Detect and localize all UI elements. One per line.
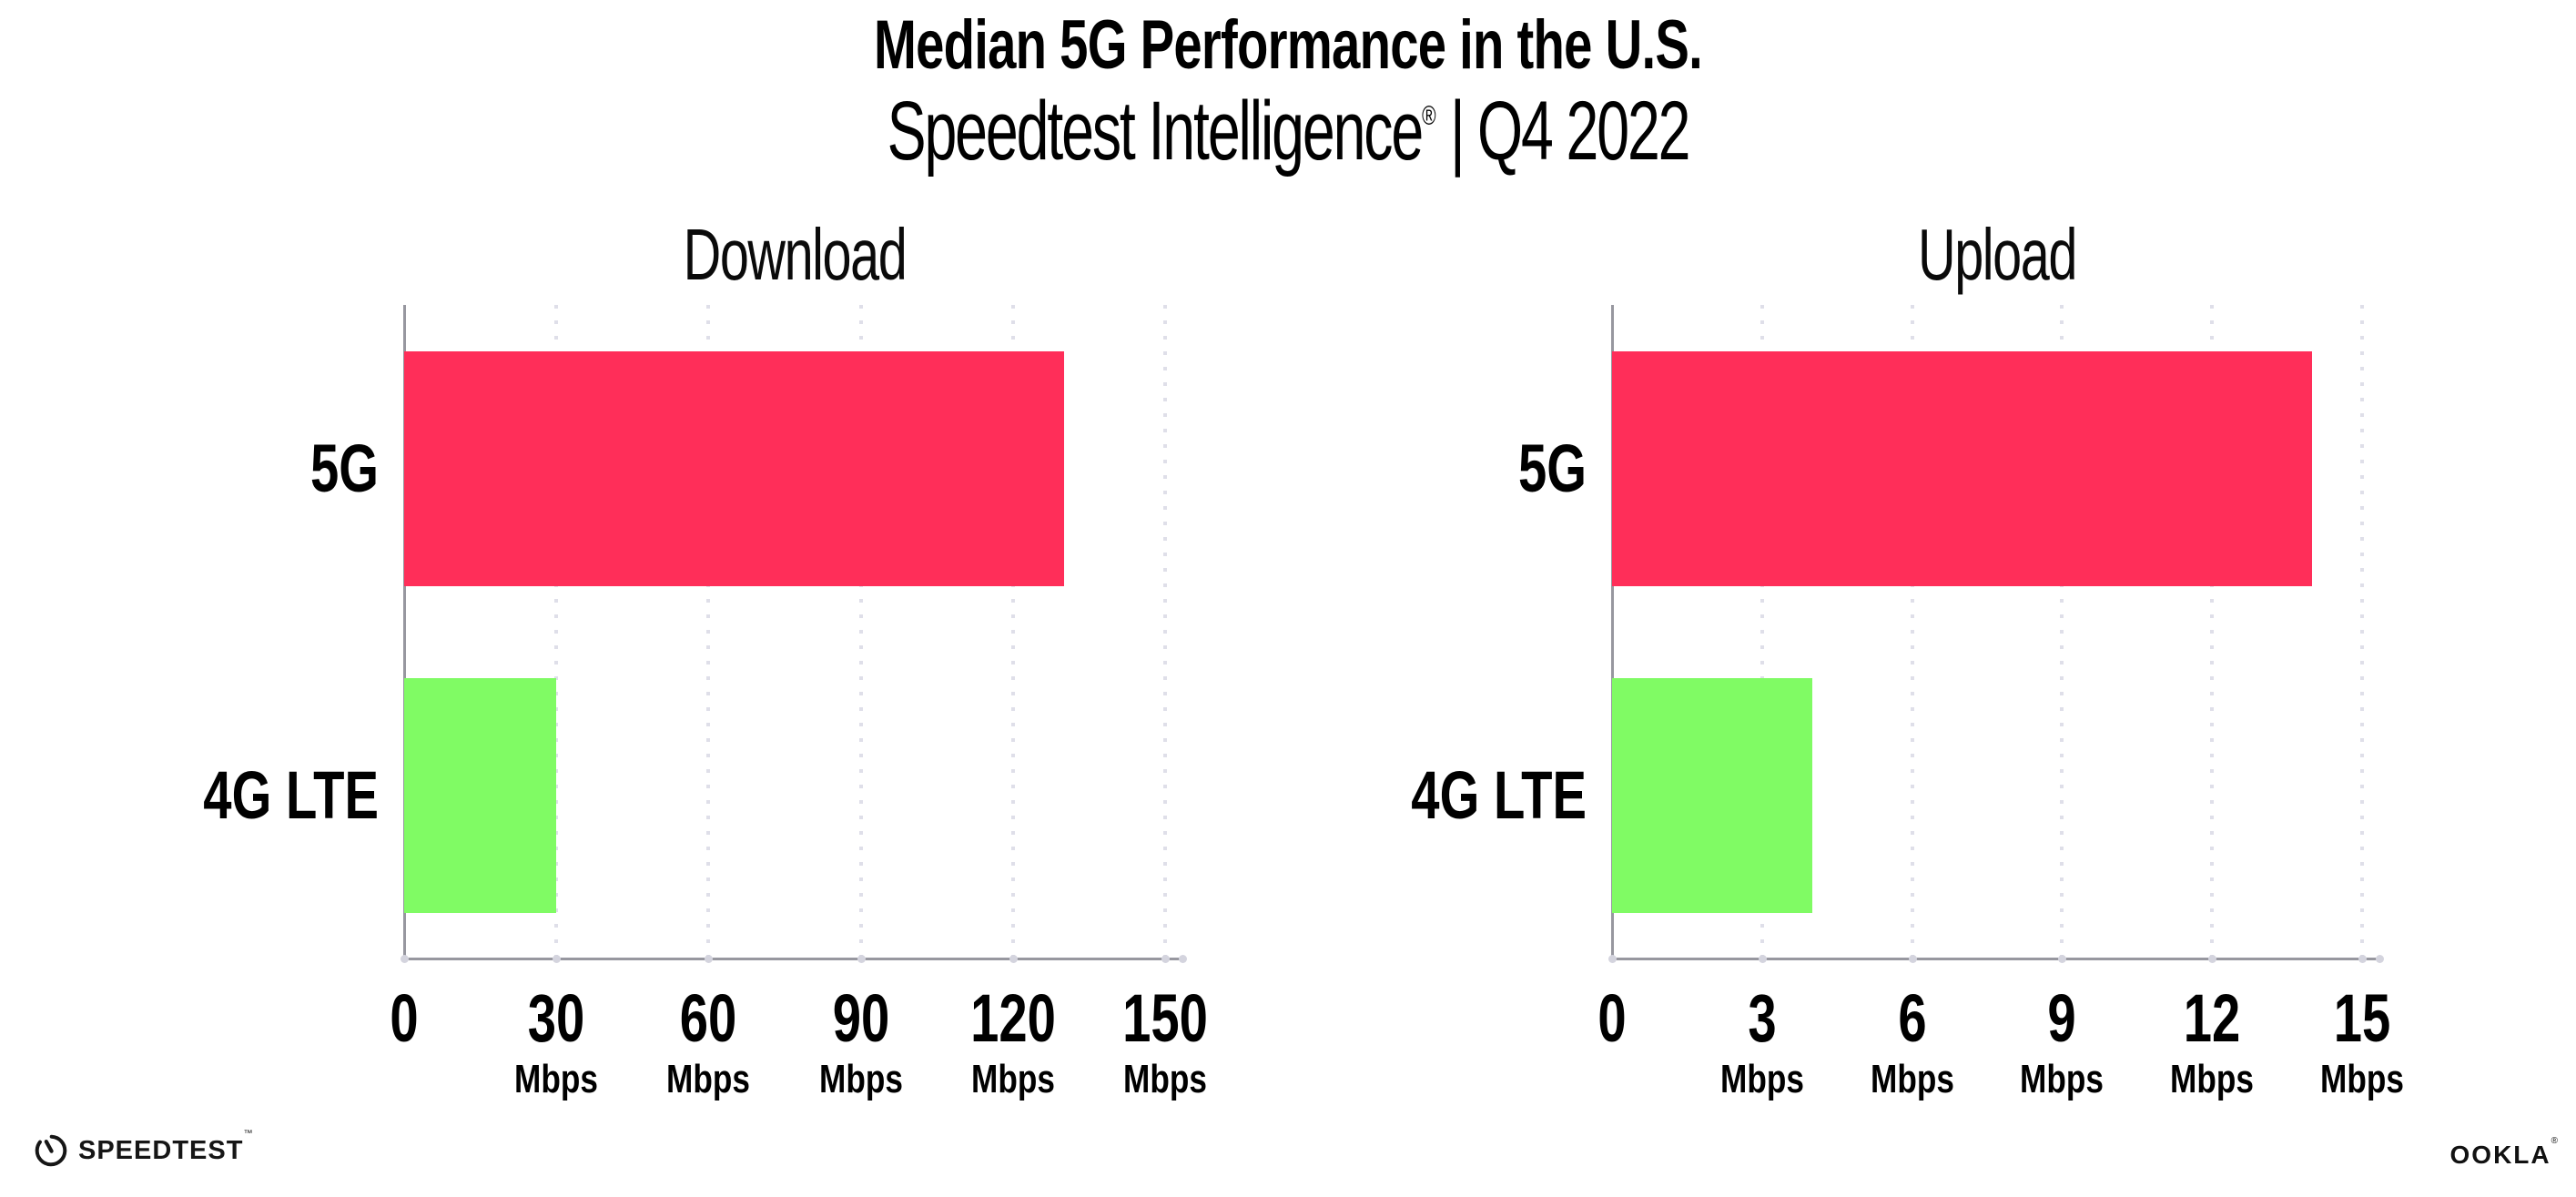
- axis-tick-dot: [1009, 955, 1018, 963]
- x-tick-unit-label: Mbps: [2170, 1057, 2255, 1101]
- x-tick-label-3: 3: [1748, 980, 1777, 1056]
- x-tick-label-9: 9: [2047, 980, 2077, 1056]
- x-tick-unit-label: Mbps: [818, 1057, 903, 1101]
- bar-4g-lte: [404, 678, 557, 913]
- category-label-4g-lte: 4G LTE: [203, 757, 379, 833]
- subtitle-period: Q4 2022: [1477, 85, 1690, 178]
- axis-tick-dot: [553, 955, 562, 963]
- gridline-60-mbps: [706, 305, 711, 959]
- ookla-logo: OOKLA®: [2330, 1137, 2558, 1169]
- x-tick-label-0: 0: [1597, 980, 1627, 1056]
- x-tick-unit-label: Mbps: [666, 1057, 751, 1101]
- axis-tick-dot: [2058, 955, 2067, 963]
- gridline-150-mbps: [1163, 305, 1167, 959]
- speedtest-wordmark: SPEEDTEST: [78, 1135, 244, 1165]
- chart-title: Upload: [1918, 214, 2077, 295]
- category-label-5g: 5G: [309, 431, 379, 506]
- axis-tick-dot: [401, 955, 409, 963]
- x-tick-label-15: 15: [2333, 980, 2391, 1056]
- axis-tick-dot: [1161, 955, 1170, 963]
- category-label-4g-lte: 4G LTE: [1411, 757, 1587, 833]
- gridline-90-mbps: [858, 305, 863, 959]
- axis-tick-dot: [857, 955, 866, 963]
- x-tick-label-0: 0: [390, 980, 419, 1056]
- axis-tick-dot: [2358, 955, 2367, 963]
- subtitle-separator: |: [1449, 85, 1465, 178]
- y-axis-line: [403, 305, 406, 959]
- x-tick-unit-label: Mbps: [1719, 1057, 1804, 1101]
- x-tick-label-90: 90: [832, 980, 889, 1056]
- page-title: Median 5G Performance in the U.S.: [873, 6, 1703, 84]
- x-tick-label-120: 120: [969, 980, 1056, 1056]
- x-tick-unit-label: Mbps: [514, 1057, 599, 1101]
- ookla-registered-mark: ®: [2551, 1136, 2558, 1146]
- axis-tick-dot: [1608, 955, 1617, 963]
- gridline-120-mbps: [1010, 305, 1015, 959]
- gauge-needle: [44, 1140, 54, 1153]
- axis-tick-dot: [705, 955, 714, 963]
- axis-tick-dot: [1758, 955, 1767, 963]
- x-tick-label-60: 60: [680, 980, 737, 1056]
- gridline-3-mbps: [1760, 305, 1764, 959]
- chart-title: Download: [683, 214, 908, 295]
- gridline-15-mbps: [2360, 305, 2364, 959]
- x-tick-label-150: 150: [1122, 980, 1208, 1056]
- y-axis-line: [1611, 305, 1614, 959]
- gridline-30-mbps: [554, 305, 559, 959]
- axis-tick-dot: [1908, 955, 1917, 963]
- axis-end-dot: [2376, 955, 2384, 963]
- axis-end-dot: [1179, 955, 1187, 963]
- bar-4g-lte: [1612, 678, 1812, 913]
- x-tick-unit-label: Mbps: [970, 1057, 1055, 1101]
- subtitle: Speedtest Intelligence® | Q4 2022: [778, 89, 1798, 173]
- x-tick-unit-label: Mbps: [1870, 1057, 1954, 1101]
- ookla-wordmark: OOKLA: [2449, 1141, 2551, 1169]
- bar-5g: [404, 351, 1064, 586]
- speedtest-trademark-mark: ™: [243, 1128, 253, 1139]
- speedtest-gauge-icon: [35, 1134, 67, 1167]
- speedtest-logo: SPEEDTEST™: [33, 1128, 253, 1169]
- x-tick-unit-label: Mbps: [2320, 1057, 2404, 1101]
- category-label-5g: 5G: [1517, 431, 1587, 506]
- gridline-9-mbps: [2060, 305, 2064, 959]
- x-tick-label-12: 12: [2183, 980, 2241, 1056]
- bar-5g: [1612, 351, 2313, 586]
- x-axis-line: [1611, 958, 2382, 960]
- x-tick-label-30: 30: [527, 980, 585, 1056]
- gridline-6-mbps: [1910, 305, 1914, 959]
- x-tick-unit-label: Mbps: [1123, 1057, 1207, 1101]
- x-tick-unit-label: Mbps: [2020, 1057, 2104, 1101]
- x-axis-line: [403, 958, 1185, 960]
- gridline-12-mbps: [2210, 305, 2215, 959]
- subtitle-brand: Speedtest Intelligence: [887, 85, 1425, 178]
- axis-tick-dot: [2208, 955, 2217, 963]
- registered-trademark-mark: ®: [1422, 101, 1436, 131]
- x-tick-label-6: 6: [1897, 980, 1927, 1056]
